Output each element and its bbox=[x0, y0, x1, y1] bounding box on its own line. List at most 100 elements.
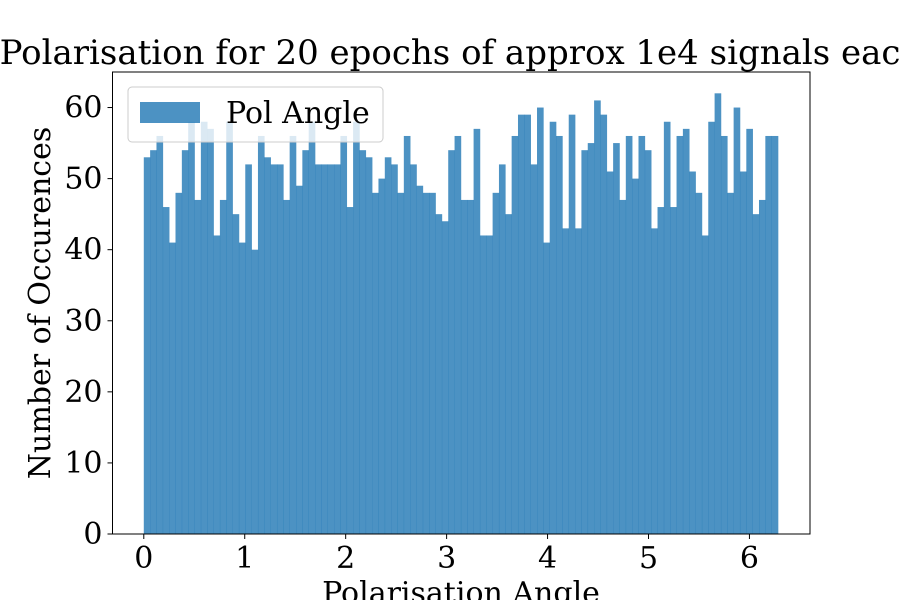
x-tick-label: 1 bbox=[235, 541, 254, 576]
x-tick-label: 6 bbox=[740, 541, 759, 576]
histogram-bar bbox=[575, 228, 582, 534]
histogram-bar bbox=[695, 192, 703, 535]
histogram-bar bbox=[276, 164, 284, 534]
histogram-bar bbox=[169, 242, 176, 535]
histogram-bar bbox=[416, 185, 424, 534]
histogram-bar bbox=[422, 192, 430, 535]
chart-title: Polarisation for 20 epochs of approx 1e4… bbox=[0, 33, 900, 73]
histogram-bar bbox=[670, 207, 677, 535]
legend-box bbox=[127, 86, 384, 143]
histogram-bar bbox=[429, 192, 436, 535]
histogram-bar bbox=[619, 199, 627, 534]
histogram-bar bbox=[454, 135, 462, 534]
histogram-bar bbox=[752, 214, 760, 534]
histogram-bar bbox=[473, 128, 481, 534]
histogram-bar bbox=[372, 192, 379, 535]
histogram-bar bbox=[701, 235, 709, 534]
histogram-bar bbox=[321, 164, 329, 534]
histogram-bar bbox=[162, 207, 170, 535]
histogram-bar bbox=[397, 192, 405, 535]
histogram-bar bbox=[448, 150, 455, 534]
x-tick-label: 3 bbox=[437, 541, 456, 576]
histogram-bar bbox=[498, 164, 506, 534]
y-tick-label: 50 bbox=[64, 162, 102, 197]
histogram-bar bbox=[765, 135, 772, 534]
histogram-bar bbox=[460, 199, 468, 534]
histogram-bar bbox=[606, 171, 614, 534]
histogram-bar bbox=[219, 199, 227, 534]
histogram-bar bbox=[207, 128, 214, 534]
histogram-bar bbox=[296, 185, 303, 534]
histogram-bar bbox=[587, 143, 595, 535]
histogram-bar bbox=[257, 135, 265, 534]
histogram-bar bbox=[359, 150, 367, 534]
histogram-bar bbox=[302, 150, 309, 534]
histogram-bar bbox=[746, 128, 753, 534]
histogram-bar bbox=[651, 228, 658, 534]
histogram-bar bbox=[156, 135, 164, 534]
histogram-bar bbox=[340, 135, 348, 534]
bars-group bbox=[143, 93, 779, 535]
histogram-bar bbox=[441, 221, 449, 534]
histogram-bar bbox=[720, 135, 728, 534]
histogram-bar bbox=[638, 135, 646, 534]
x-tick-label: 4 bbox=[538, 541, 557, 576]
histogram-bar bbox=[505, 214, 512, 534]
y-tick-label: 30 bbox=[64, 304, 102, 339]
histogram-bar bbox=[511, 135, 519, 534]
histogram-bar bbox=[264, 157, 271, 535]
histogram-bar bbox=[739, 171, 747, 534]
histogram-bar bbox=[226, 121, 233, 534]
histogram-bar bbox=[238, 242, 246, 535]
histogram-bar bbox=[334, 164, 341, 534]
y-tick-label: 20 bbox=[64, 375, 102, 410]
histogram-bar bbox=[150, 150, 157, 534]
legend: Pol Angle bbox=[127, 86, 384, 143]
histogram-bar bbox=[486, 235, 493, 534]
y-axis-ticks: 0 10 20 30 40 50 60 bbox=[64, 91, 113, 552]
histogram-bar bbox=[378, 178, 386, 534]
histogram-bar bbox=[543, 242, 550, 535]
histogram-bar bbox=[181, 150, 189, 534]
histogram-bar bbox=[365, 157, 373, 535]
histogram-bar bbox=[492, 192, 500, 535]
histogram-bar bbox=[353, 121, 360, 534]
histogram-bar bbox=[549, 121, 557, 534]
histogram-bar bbox=[594, 100, 601, 534]
histogram-bar bbox=[708, 121, 715, 534]
y-tick-label: 0 bbox=[83, 517, 102, 552]
histogram-bar bbox=[479, 235, 487, 534]
histogram-bar bbox=[771, 135, 779, 534]
histogram-bar bbox=[200, 121, 208, 534]
histogram-bar bbox=[289, 135, 297, 534]
x-axis-ticks: 0 1 2 3 4 5 6 bbox=[134, 534, 759, 576]
plot-frame bbox=[112, 71, 811, 535]
histogram-bar bbox=[562, 228, 570, 534]
histogram-bar bbox=[663, 121, 671, 534]
histogram-bar bbox=[384, 157, 392, 535]
histogram-bar bbox=[524, 114, 531, 535]
histogram-bar bbox=[327, 164, 335, 534]
histogram-bar bbox=[644, 150, 652, 534]
x-tick-label: 5 bbox=[639, 541, 658, 576]
histogram-bar bbox=[613, 143, 620, 535]
x-tick-label: 0 bbox=[134, 541, 153, 576]
histogram-bar bbox=[188, 121, 195, 534]
y-axis-label: Number of Occurences bbox=[23, 127, 58, 479]
histogram-bar bbox=[556, 135, 563, 534]
histogram-bar bbox=[714, 93, 722, 535]
histogram-bar bbox=[315, 164, 322, 534]
y-tick-label: 60 bbox=[64, 91, 102, 126]
histogram-bar bbox=[283, 199, 290, 534]
x-tick-label: 2 bbox=[336, 541, 355, 576]
y-tick-label: 40 bbox=[64, 233, 102, 268]
histogram-bar bbox=[308, 121, 316, 534]
histogram-bar bbox=[682, 128, 690, 534]
histogram-bar bbox=[625, 135, 633, 534]
histogram-bar bbox=[251, 249, 259, 534]
histogram-bar bbox=[733, 107, 741, 535]
histogram-bar bbox=[537, 107, 544, 535]
histogram-bar bbox=[213, 235, 221, 534]
x-axis-label: Polarisation Angle bbox=[322, 576, 600, 600]
